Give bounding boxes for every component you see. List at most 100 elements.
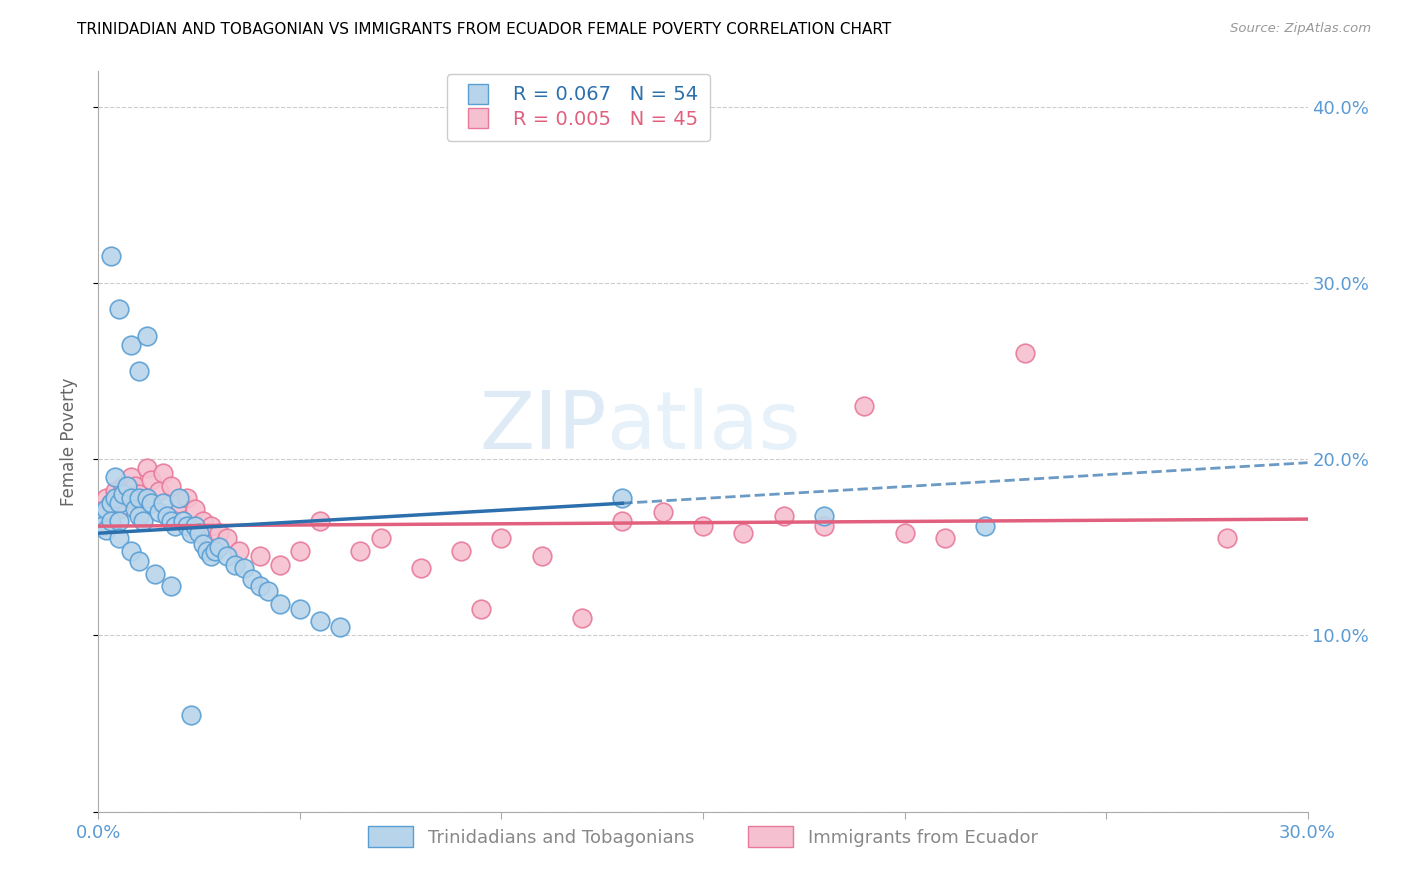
- Point: [160, 579, 183, 593]
- Point: [128, 508, 150, 523]
- Point: [772, 508, 794, 523]
- Point: [139, 496, 162, 510]
- Point: [120, 544, 142, 558]
- Point: [128, 364, 150, 378]
- Point: [269, 597, 291, 611]
- Point: [100, 514, 122, 528]
- Point: [288, 544, 311, 558]
- Point: [96, 491, 118, 505]
- Point: [107, 532, 129, 546]
- Point: [143, 566, 166, 581]
- Point: [309, 615, 332, 629]
- Point: [128, 491, 150, 505]
- Point: [193, 537, 215, 551]
- Text: Source: ZipAtlas.com: Source: ZipAtlas.com: [1230, 22, 1371, 36]
- Point: [288, 602, 311, 616]
- Point: [132, 514, 155, 528]
- Point: [107, 501, 129, 516]
- Point: [120, 491, 142, 505]
- Point: [91, 508, 114, 523]
- Point: [111, 478, 134, 492]
- Point: [184, 519, 207, 533]
- Point: [1014, 346, 1036, 360]
- Point: [107, 302, 129, 317]
- Point: [135, 328, 157, 343]
- Point: [115, 478, 138, 492]
- Point: [188, 526, 211, 541]
- Point: [96, 523, 118, 537]
- Point: [329, 619, 352, 633]
- Point: [176, 491, 198, 505]
- Point: [208, 526, 231, 541]
- Point: [107, 514, 129, 528]
- Point: [217, 549, 239, 563]
- Point: [193, 514, 215, 528]
- Point: [256, 584, 278, 599]
- Point: [139, 473, 162, 487]
- Point: [208, 541, 231, 555]
- Point: [115, 491, 138, 505]
- Point: [96, 501, 118, 516]
- Point: [409, 561, 432, 575]
- Point: [120, 337, 142, 351]
- Point: [853, 399, 876, 413]
- Point: [124, 501, 146, 516]
- Point: [148, 483, 170, 498]
- Point: [120, 470, 142, 484]
- Point: [450, 544, 472, 558]
- Point: [934, 532, 956, 546]
- Point: [200, 549, 222, 563]
- Point: [91, 519, 114, 533]
- Point: [103, 470, 125, 484]
- Point: [163, 519, 186, 533]
- Point: [1216, 532, 1239, 546]
- Point: [217, 532, 239, 546]
- Point: [612, 514, 634, 528]
- Point: [156, 508, 179, 523]
- Point: [135, 491, 157, 505]
- Point: [893, 526, 915, 541]
- Point: [103, 491, 125, 505]
- Point: [152, 496, 174, 510]
- Point: [530, 549, 553, 563]
- Point: [269, 558, 291, 572]
- Point: [184, 501, 207, 516]
- Point: [309, 514, 332, 528]
- Point: [103, 483, 125, 498]
- Point: [204, 544, 226, 558]
- Point: [167, 491, 190, 505]
- Point: [651, 505, 673, 519]
- Point: [612, 491, 634, 505]
- Point: [180, 707, 202, 722]
- Point: [167, 496, 190, 510]
- Point: [180, 526, 202, 541]
- Point: [733, 526, 755, 541]
- Text: atlas: atlas: [606, 388, 800, 466]
- Point: [128, 554, 150, 568]
- Point: [176, 519, 198, 533]
- Point: [470, 602, 492, 616]
- Point: [124, 478, 146, 492]
- Point: [370, 532, 392, 546]
- Point: [160, 514, 183, 528]
- Point: [100, 250, 122, 264]
- Point: [128, 487, 150, 501]
- Point: [228, 544, 250, 558]
- Point: [249, 579, 271, 593]
- Point: [692, 519, 714, 533]
- Point: [249, 549, 271, 563]
- Point: [232, 561, 254, 575]
- Point: [172, 514, 194, 528]
- Point: [813, 508, 835, 523]
- Text: TRINIDADIAN AND TOBAGONIAN VS IMMIGRANTS FROM ECUADOR FEMALE POVERTY CORRELATION: TRINIDADIAN AND TOBAGONIAN VS IMMIGRANTS…: [77, 22, 891, 37]
- Point: [240, 572, 263, 586]
- Point: [813, 519, 835, 533]
- Point: [100, 496, 122, 510]
- Point: [148, 505, 170, 519]
- Point: [100, 496, 122, 510]
- Point: [160, 478, 183, 492]
- Point: [107, 496, 129, 510]
- Point: [195, 544, 218, 558]
- Text: ZIP: ZIP: [479, 388, 606, 466]
- Point: [491, 532, 513, 546]
